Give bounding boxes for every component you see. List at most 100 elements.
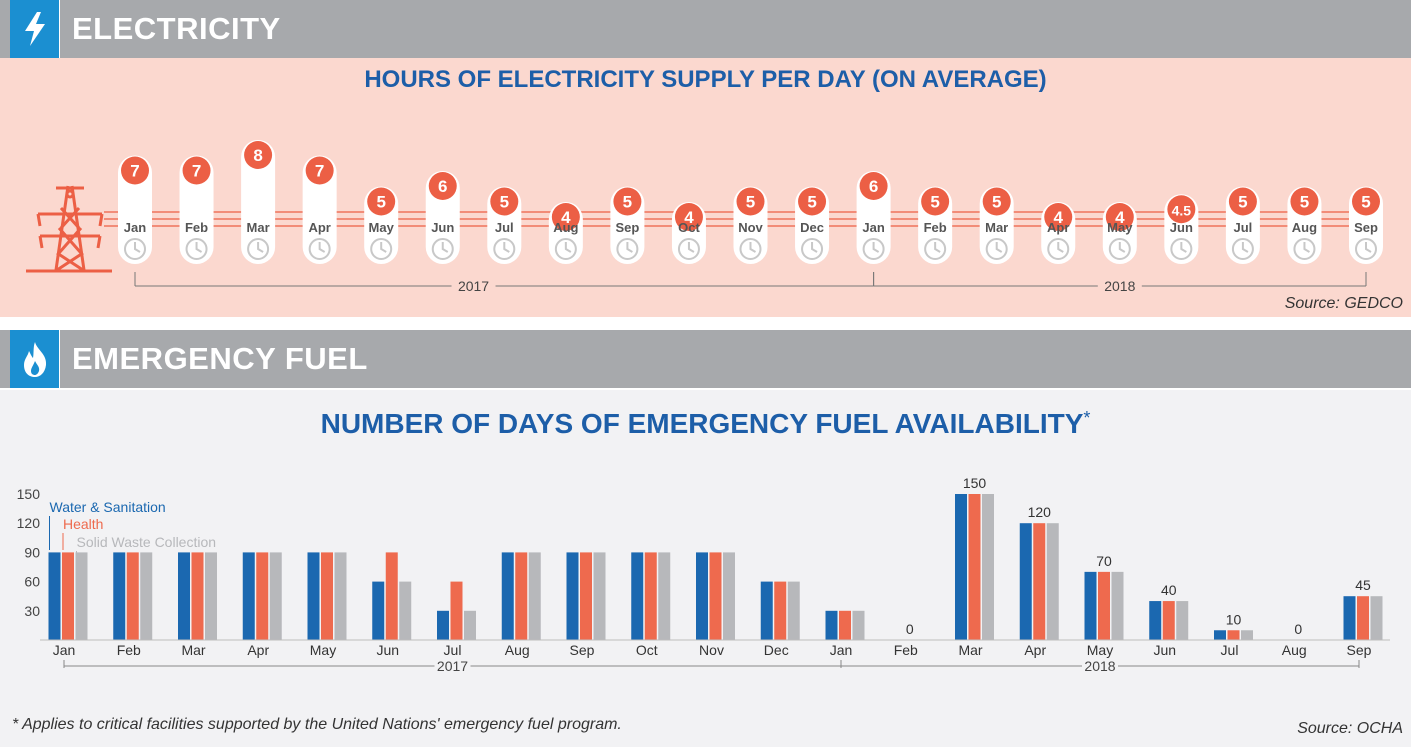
x-tick-label: Dec [764,642,789,658]
clock-icon [1047,238,1070,260]
year-label: 2017 [437,658,468,674]
x-tick-label: Mar [181,642,205,658]
electricity-header-title: ELECTRICITY [60,0,299,58]
year-label: 2018 [1084,658,1115,674]
fuel-bar [1343,596,1356,640]
fuel-bar [399,581,412,640]
value-label: 5 [1361,193,1370,212]
y-tick-label: 120 [17,515,41,531]
x-tick-label: Oct [636,642,658,658]
bar-value-label: 40 [1161,582,1177,598]
fuel-bar [515,552,528,640]
month-label: Nov [738,220,763,235]
x-tick-label: Jul [444,642,462,658]
electricity-chart-title: HOURS OF ELECTRICITY SUPPLY PER DAY (ON … [364,66,1047,93]
x-tick-label: Jan [830,642,853,658]
x-tick-label: Nov [699,642,724,658]
y-tick-label: 150 [17,486,41,502]
fuel-bar [242,552,255,640]
fuel-bar [1357,596,1369,640]
fuel-bar [140,552,153,640]
clock-hands [503,242,510,253]
value-badge [121,156,149,185]
value-label: 5 [623,193,632,212]
clock-icon [985,238,1008,260]
value-badge [1044,203,1073,231]
value-label: 4 [1054,208,1064,227]
fuel-bar [307,552,320,640]
clock-icon [247,238,270,260]
clock-hands [257,242,264,253]
supply-pill [241,140,276,264]
clock-icon [185,238,208,260]
x-tick-label: Sep [570,642,595,658]
fuel-bar [1162,601,1175,640]
clock-icon [862,238,885,260]
fuel-bar [955,494,967,640]
fuel-bar [1019,523,1032,640]
value-label: 5 [746,193,755,212]
x-tick-label: Feb [894,642,918,658]
fuel-chart-title-text: NUMBER OF DAYS OF EMERGENCY FUEL AVAILAB… [320,408,1084,439]
month-label: Jan [124,220,146,235]
fuel-bar [1033,523,1046,640]
fuel-bar [709,552,722,640]
value-label: 4 [561,208,571,227]
month-label: Dec [800,220,824,235]
clock-hands [626,242,633,253]
x-tick-label: Mar [958,642,982,658]
month-label: May [1107,220,1133,235]
month-label: Mar [985,220,1008,235]
clock-hands [995,242,1003,253]
fuel-bar [464,610,476,640]
clock-icon [308,238,331,260]
clock-icon [801,238,824,260]
x-tick-label: Aug [505,642,530,658]
year-label: 2018 [1104,278,1135,294]
value-badge [1228,187,1257,216]
value-badge [428,172,457,200]
lightning-icon [10,0,59,58]
bar-value-label: 0 [1294,621,1302,637]
clock-icon [493,238,516,260]
fuel-bar [48,552,61,640]
clock-hands [749,242,757,253]
value-badge [674,203,703,231]
month-label: Jul [1234,220,1253,235]
value-badge [736,187,765,216]
month-label: Apr [308,220,330,235]
clock-icon [1108,238,1131,260]
value-badge [982,187,1011,216]
value-label: 5 [376,193,385,212]
clock-hands [1180,242,1187,253]
value-badge [1167,195,1196,224]
month-label: Sep [615,220,639,235]
value-badge [551,203,580,231]
clock-icon [124,238,146,260]
month-label: Sep [1354,220,1378,235]
x-tick-label: Feb [117,642,141,658]
value-label: 4 [1115,208,1125,227]
value-badge [798,187,827,216]
x-tick-label: May [1087,642,1113,658]
bar-value-label: 70 [1096,553,1112,569]
clock-icon [370,238,393,260]
value-badge [859,172,888,200]
fuel-bar [334,552,347,640]
month-label: May [369,220,395,235]
fuel-bar [256,552,269,640]
legend-label: Water & Sanitation [50,499,166,515]
fuel-bar [644,552,657,640]
fuel-chart-title-mark: * [1083,408,1091,428]
x-tick-label: Apr [247,642,269,658]
fuel-bar [372,581,385,640]
legend-label: Solid Waste Collection [77,534,217,550]
fuel-bar [852,610,865,640]
fuel-bar [631,552,644,640]
y-tick-label: 60 [24,574,40,590]
fuel-bar [1227,630,1240,640]
clock-hands [1365,242,1372,253]
clock-hands [1241,242,1249,253]
fuel-source: Source: OCHA [1297,720,1403,737]
power-tower-icon [26,185,112,273]
